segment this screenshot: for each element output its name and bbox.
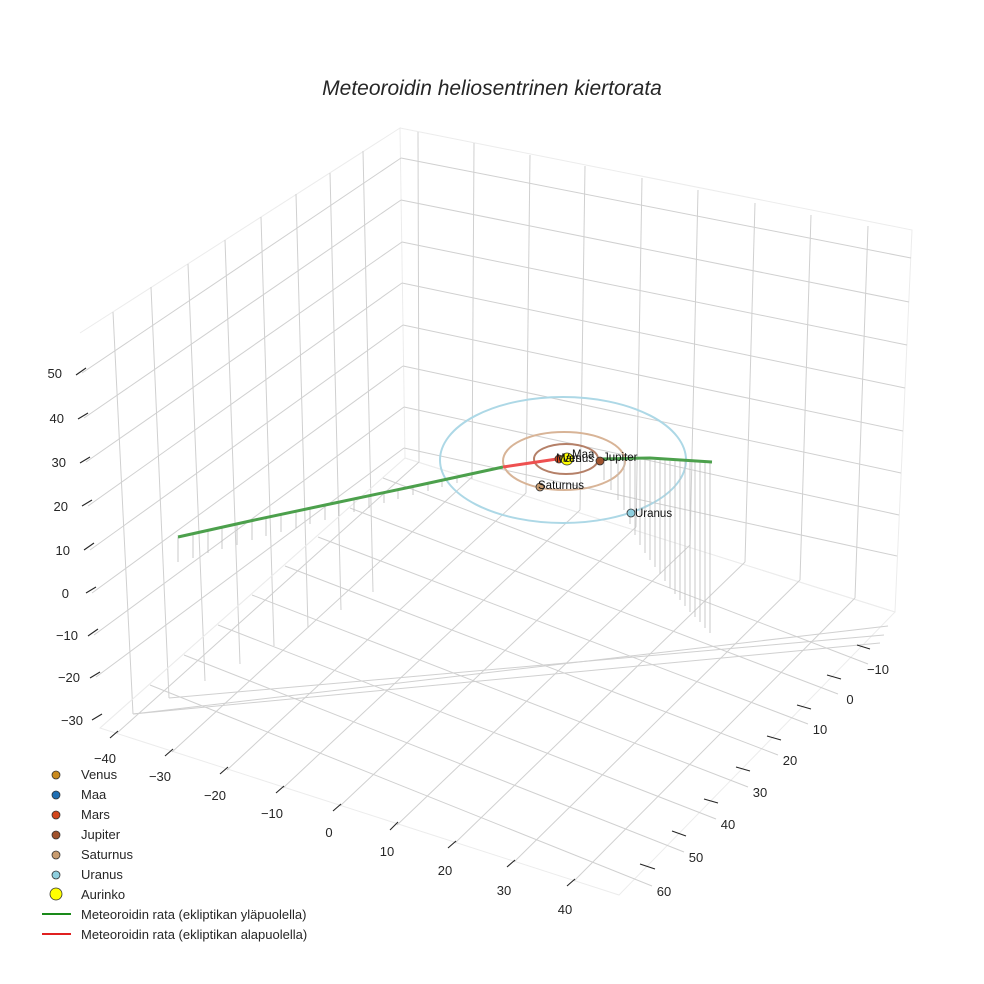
venus-label: Venus [562, 453, 594, 465]
y-tick-label: 30 [497, 883, 511, 898]
sun-dot-icon [49, 887, 63, 901]
trajectory-below-ecliptic [502, 457, 558, 469]
legend-item-uranus[interactable]: Uranus [51, 867, 123, 882]
chart-title: Meteoroidin heliosentrinen kiertorata [322, 77, 662, 100]
z-tick-label: 30 [52, 455, 66, 470]
legend-item-jupiter[interactable]: Jupiter [51, 827, 121, 842]
legend-label: Mars [81, 807, 110, 822]
z-tick-label: 0 [62, 586, 69, 601]
legend-item-venus[interactable]: Venus [51, 767, 118, 782]
legend-label: Jupiter [81, 827, 121, 842]
y-tick-label: 0 [325, 825, 332, 840]
x-tick-label: 60 [657, 884, 671, 899]
saturnus-orbit [502, 431, 626, 491]
legend-item-trajectory-above[interactable]: Meteoroidin rata (ekliptikan yläpuolella… [42, 907, 306, 922]
y-tick-label: −30 [149, 769, 171, 784]
right-wall-pane [399, 127, 913, 613]
jupiter-dot-icon [51, 830, 61, 840]
x-tick-label: 30 [753, 785, 767, 800]
legend-label: Maa [81, 787, 107, 802]
z-tick-label: −30 [61, 713, 83, 728]
legend-item-saturnus[interactable]: Saturnus [51, 847, 134, 862]
x-tick-label: 0 [846, 692, 853, 707]
legend-item-trajectory-below[interactable]: Meteoroidin rata (ekliptikan alapuolella… [42, 927, 307, 942]
legend-label: Meteoroidin rata (ekliptikan alapuolella… [81, 927, 307, 942]
x-tick-label: 10 [813, 722, 827, 737]
trajectory-above-ecliptic-right [599, 456, 713, 464]
saturnus-dot-icon [51, 850, 61, 860]
trajectory-above-ecliptic-left [177, 465, 504, 539]
jupiter-marker [595, 456, 605, 466]
x-tick-label: 50 [689, 850, 703, 865]
y-tick-label: −10 [261, 806, 283, 821]
meteoroid-trajectory [177, 456, 713, 539]
z-tick-label: 10 [56, 543, 70, 558]
maa-dot-icon [51, 790, 61, 800]
y-tick-label: 20 [438, 863, 452, 878]
legend-label: Saturnus [81, 847, 134, 862]
legend-label: Venus [81, 767, 118, 782]
uranus-label: Uranus [635, 508, 672, 520]
legend-label: Meteoroidin rata (ekliptikan yläpuolella… [81, 907, 306, 922]
z-tick-label: 40 [50, 411, 64, 426]
legend-item-maa[interactable]: Maa [51, 787, 107, 802]
z-tick-label: −20 [58, 670, 80, 685]
y-tick-label: −20 [204, 788, 226, 803]
x-axis: −10 0 10 20 30 40 50 60 [639, 644, 889, 899]
floor-pane [99, 457, 896, 896]
y-axis: −40 −30 −20 −10 0 10 20 30 40 [94, 730, 576, 917]
legend-label: Uranus [81, 867, 123, 882]
x-tick-label: 20 [783, 753, 797, 768]
maa-label: Maa [572, 449, 595, 461]
jupiter-label: Jupiter [603, 452, 638, 464]
planet-markers [535, 452, 636, 518]
z-tick-label: 20 [54, 499, 68, 514]
venus-dot-icon [51, 770, 61, 780]
uranus-marker [626, 508, 636, 518]
legend-item-aurinko[interactable]: Aurinko [49, 887, 125, 902]
x-tick-label: −10 [867, 662, 889, 677]
aurinko-marker [560, 452, 574, 466]
legend-item-mars[interactable]: Mars [51, 807, 110, 822]
left-wall-pane [79, 127, 406, 729]
mars-dot-icon [51, 810, 61, 820]
meteoroid-drop-lines [177, 460, 711, 633]
y-tick-label: 10 [380, 844, 394, 859]
y-tick-label: −40 [94, 751, 116, 766]
z-axis: 50 40 30 20 10 0 −10 −20 −30 [48, 366, 103, 728]
z-tick-label: 50 [48, 366, 62, 381]
mars-label: Mars [556, 453, 582, 465]
saturnus-marker [535, 482, 545, 492]
saturnus-label: Saturnus [538, 480, 584, 492]
legend: Venus Maa Mars Jupiter Saturnus Uranus A… [42, 767, 307, 942]
uranus-dot-icon [51, 870, 61, 880]
legend-label: Aurinko [81, 887, 125, 902]
y-tick-label: 40 [558, 902, 572, 917]
x-tick-label: 40 [721, 817, 735, 832]
z-tick-label: −10 [56, 628, 78, 643]
planet-labels: Mars Venus Maa Jupiter Saturnus Uranus [538, 449, 672, 520]
